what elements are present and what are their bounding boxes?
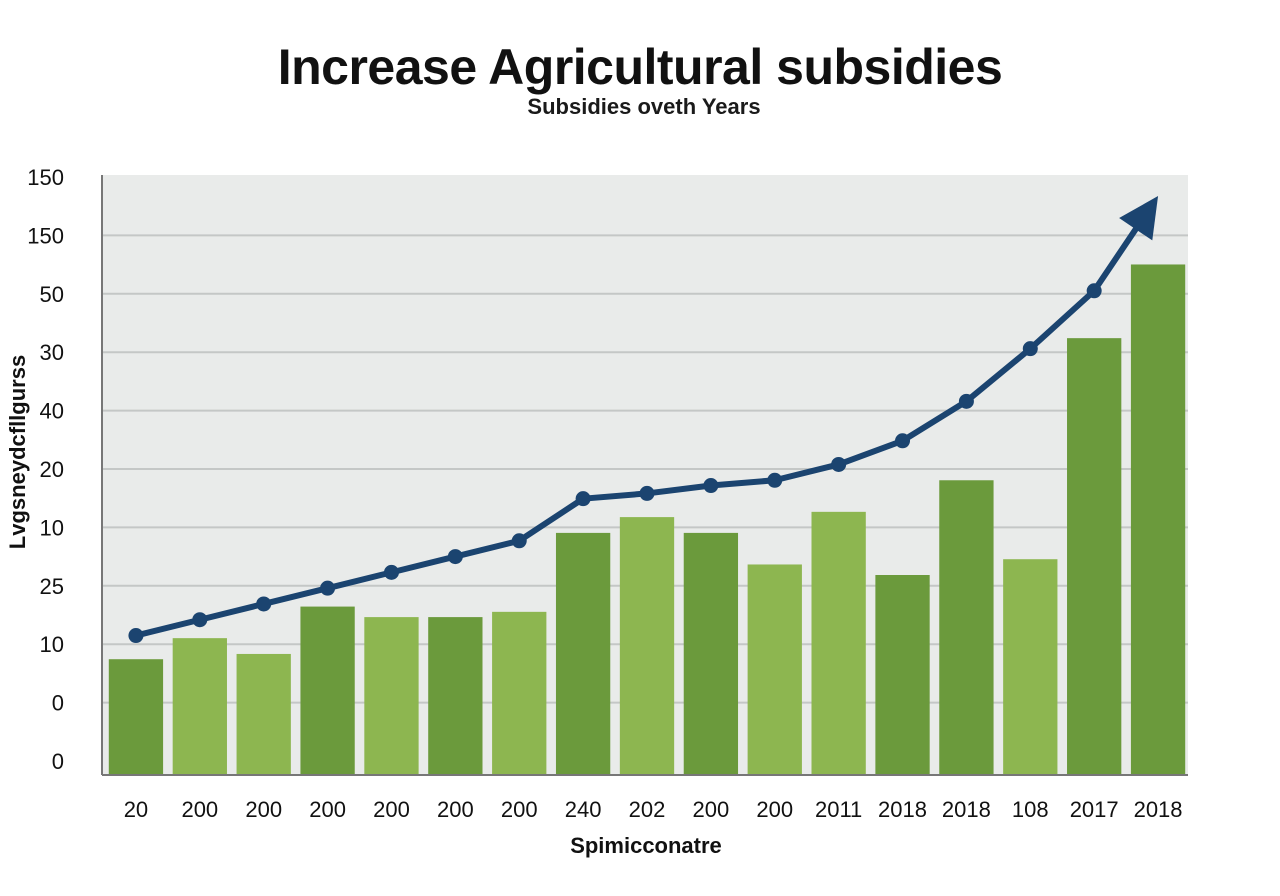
y-tick-label: 25 [40,574,64,599]
x-tick-label: 200 [181,797,218,822]
y-tick-label: 20 [40,457,64,482]
bar [811,511,866,775]
bar [875,575,930,775]
x-tick-label: 200 [756,797,793,822]
y-tick-label: 0 [52,691,64,716]
y-tick-label: 150 [27,165,64,190]
y-axis-label: Lvgsneydcfllgurss [5,355,30,549]
x-tick-label: 200 [373,797,410,822]
x-tick-label: 200 [693,797,730,822]
bar [172,638,227,775]
x-tick-label: 200 [437,797,474,822]
axes [101,175,1188,776]
line-point [895,433,911,449]
bar [236,653,291,775]
x-tick-label: 2018 [1134,797,1183,822]
chart-subtitle: Subsidies oveth Years [527,94,761,119]
x-tick-label: 200 [245,797,282,822]
x-tick-label: 2018 [942,797,991,822]
x-tick-label: 2018 [878,797,927,822]
x-tick-label: 20 [124,797,148,822]
bar [1067,338,1122,775]
x-tick-label: 2011 [815,797,862,822]
bar [747,564,802,775]
bar [683,532,739,775]
trend-arrow-head [1119,196,1159,241]
x-tick-label: 108 [1012,797,1049,822]
line-point [447,549,463,565]
bar [300,606,355,775]
bar [108,659,164,775]
line-point [192,612,208,628]
line-point [831,456,847,472]
x-axis-label: Spimicconatre [570,833,722,858]
bar [364,617,419,775]
y-tick-label: 30 [40,340,64,365]
y-axis-ticks: 150 150 50 30 40 20 10 25 10 0 0 [27,165,64,774]
bar [1130,264,1186,775]
line-point [639,485,655,501]
line-point [511,533,527,549]
line-point [256,596,272,612]
x-tick-label: 2017 [1070,797,1119,822]
x-tick-label: 200 [501,797,538,822]
line-point [1022,341,1038,357]
y-tick-label: 10 [40,515,64,540]
y-tick-label: 150 [27,223,64,248]
trend-line-series [128,196,1159,644]
bar [939,480,994,775]
bar [428,617,483,775]
line-point [703,478,719,494]
bar [1003,559,1058,775]
y-tick-label: 50 [40,282,64,307]
line-point [320,580,336,596]
y-tick-label: 0 [52,749,64,774]
y-tick-label: 40 [40,399,64,424]
chart-title: Increase Agricultural subsidies [277,39,1003,95]
x-tick-label: 200 [309,797,346,822]
line-point [383,564,399,580]
x-tick-label: 240 [565,797,602,822]
bar [492,611,547,775]
line-point [958,393,974,409]
line-point [1086,283,1102,299]
bar [619,517,675,775]
x-axis-ticks: 20 200 200 200 200 200 200 240 202 200 200 2011 2018… [124,797,1183,822]
line-point [575,491,591,507]
line-point [128,628,144,644]
x-tick-label: 202 [629,797,666,822]
bar-series [108,264,1186,775]
line-point [767,472,783,488]
bar [555,532,611,775]
y-tick-label: 10 [40,632,64,657]
